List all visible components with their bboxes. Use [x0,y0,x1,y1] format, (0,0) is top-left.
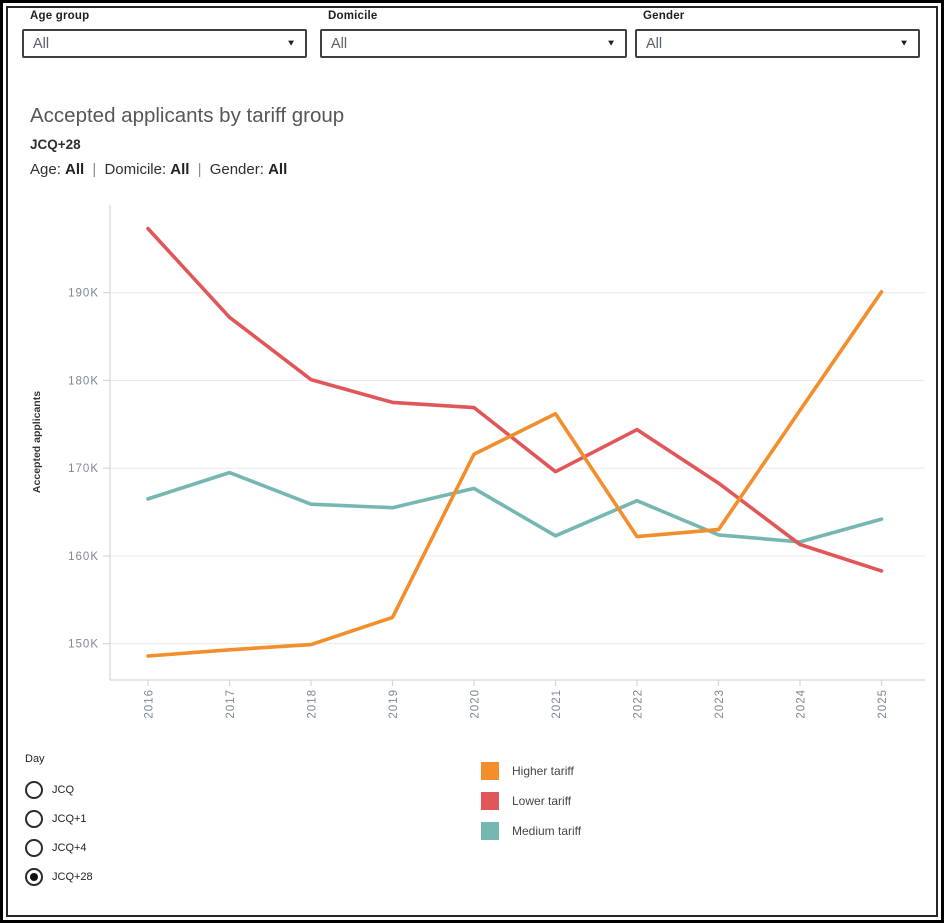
radio-option-label: JCQ+4 [52,841,87,854]
caret-down-icon: ▼ [286,38,296,49]
x-tick-label: 2019 [388,689,400,719]
radio-unselected-icon[interactable] [25,809,43,828]
legend-swatch-lower-tariff [481,792,499,810]
radio-unselected-icon[interactable] [25,838,43,857]
legend-swatch-medium-tariff [481,822,499,840]
series-line-lower-tariff[interactable] [146,226,884,573]
y-axis-title: Accepted applicants [31,391,43,493]
filter-dropdown-age-group[interactable]: All ▼ [22,29,307,58]
x-tick-label: 2017 [225,689,237,719]
separator: | [193,161,206,178]
summary-label: Domicile: [104,161,171,178]
caret-down-icon: ▼ [899,38,909,49]
y-tick-label: 170K [68,463,99,475]
x-tick-label: 2023 [714,689,726,719]
y-tick-label: 180K [68,375,99,387]
chart-subtitle: JCQ+28 [30,137,81,152]
radio-option-label: JCQ+28 [52,870,93,883]
separator: | [88,161,101,178]
summary-value: All [65,161,85,178]
radio-option-jcq-4[interactable]: JCQ+4 [25,833,93,862]
legend-item-higher-tariff[interactable]: Higher tariff [481,756,581,786]
filter-gender: Gender All ▼ [635,10,920,58]
y-tick-label: 190K [68,288,99,300]
page-title: Accepted applicants by tariff group [30,104,345,127]
radio-option-jcq-28[interactable]: JCQ+28 [25,862,93,891]
legend: Higher tariff Lower tariff Medium tariff [481,756,581,846]
radio-option-jcq[interactable]: JCQ [25,775,93,804]
summary-value: All [170,161,190,178]
radio-unselected-icon[interactable] [25,780,43,799]
legend-item-lower-tariff[interactable]: Lower tariff [481,786,581,816]
legend-label: Lower tariff [512,794,572,808]
series-line-higher-tariff[interactable] [146,289,884,658]
filter-label: Age group [30,10,90,22]
x-tick-label: 2018 [307,689,319,719]
x-tick-label: 2021 [551,689,563,719]
filter-dropdown-gender[interactable]: All ▼ [635,29,920,58]
filter-label: Gender [643,10,685,22]
x-tick-label: 2016 [144,689,156,719]
caret-down-icon: ▼ [606,38,616,49]
radio-dot [30,872,38,881]
dropdown-value: All [331,35,348,52]
legend-label: Higher tariff [512,764,574,778]
x-tick-label: 2024 [796,689,808,719]
filter-summary: Age: All | Domicile: All | Gender: All [30,161,287,178]
x-tick-label: 2022 [633,689,645,719]
day-filter-label: Day [25,753,45,765]
dropdown-value: All [646,35,663,52]
day-radio-group: Day JCQ JCQ+1 JCQ+4 JCQ+28 [25,753,93,891]
series-line-medium-tariff[interactable] [146,470,884,544]
filter-dropdown-domicile[interactable]: All ▼ [320,29,627,58]
radio-option-jcq-1[interactable]: JCQ+1 [25,804,93,833]
y-tick-label: 150K [68,639,99,651]
radio-option-label: JCQ [52,783,74,796]
summary-label: Gender: [209,161,269,178]
legend-swatch-higher-tariff [481,762,499,780]
legend-item-medium-tariff[interactable]: Medium tariff [481,816,581,846]
x-tick-label: 2020 [470,689,482,719]
filter-age-group: Age group All ▼ [22,10,307,58]
filter-domicile: Domicile All ▼ [320,10,627,58]
summary-value: All [268,161,288,178]
radio-option-label: JCQ+1 [52,812,87,825]
dropdown-value: All [33,35,50,52]
summary-label: Age: [30,161,66,178]
y-tick-label: 160K [68,551,99,563]
radio-selected-icon[interactable] [25,867,43,886]
x-tick-label: 2025 [877,689,889,719]
filter-label: Domicile [328,10,378,22]
legend-label: Medium tariff [512,824,582,838]
